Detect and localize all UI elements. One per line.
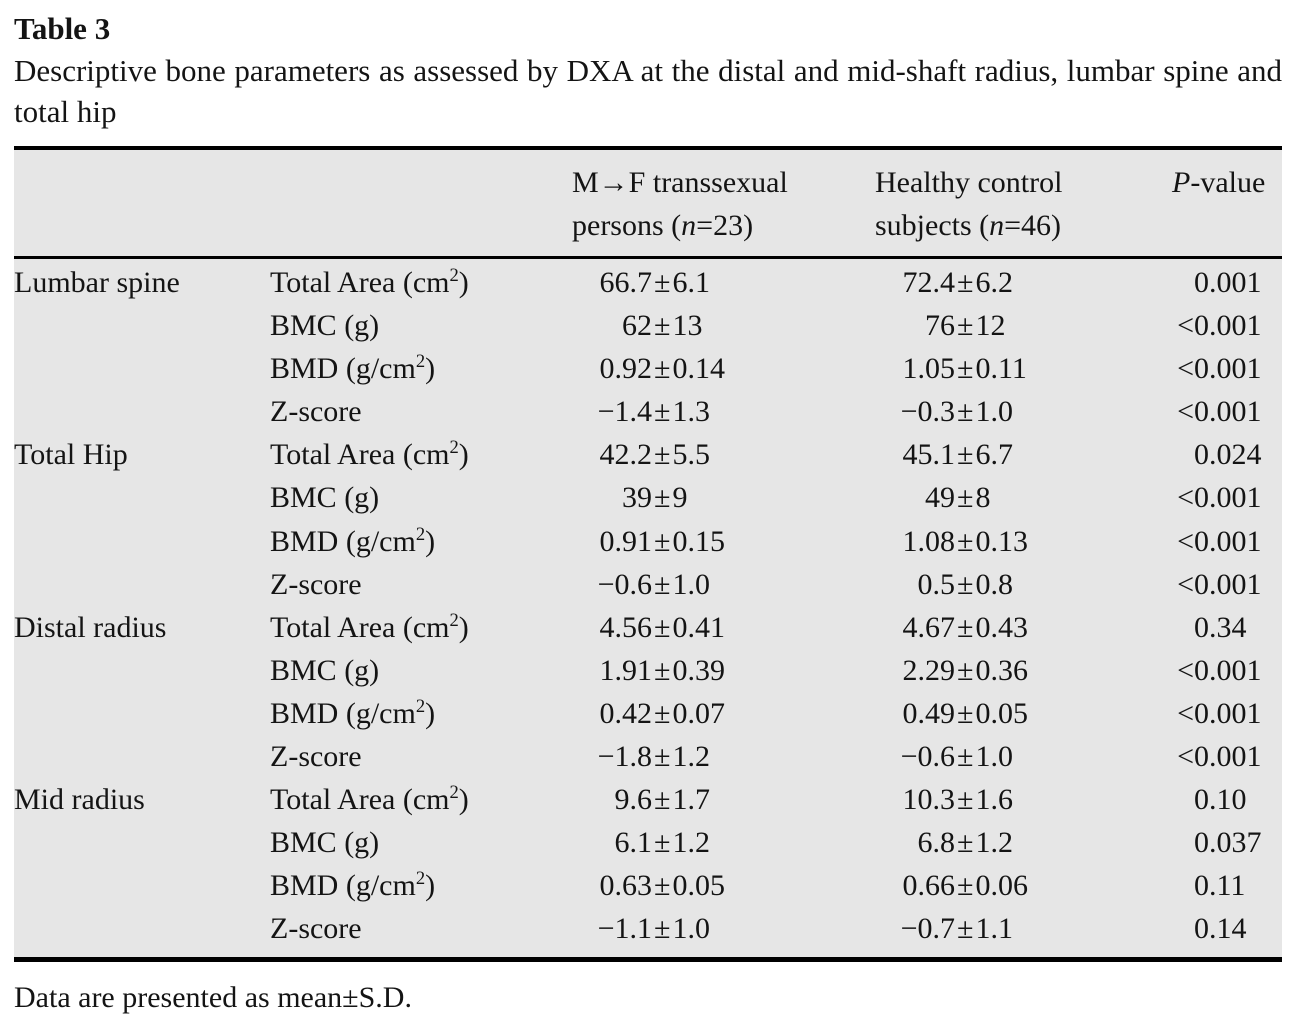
control-value: 49±8 <box>925 481 991 515</box>
control-value: 0.66±0.06 <box>902 869 1028 903</box>
control-value: −0.7±1.1 <box>900 912 1013 946</box>
site-label <box>14 735 270 778</box>
mf-value: −1.1±1.0 <box>597 912 710 946</box>
site-label: Lumbar spine <box>14 266 180 299</box>
parameter-label: Total Area (cm2) <box>270 265 469 299</box>
table-number-title: Table 3 <box>14 11 111 46</box>
data-table: M→F transsexual persons (n=23) Healthy c… <box>14 146 1282 962</box>
control-value: 76±12 <box>925 309 1006 343</box>
header-control-line2: subjects (n=46) <box>875 209 1062 242</box>
mf-value: 0.42±0.07 <box>599 696 725 730</box>
parameter-label: BMD (g/cm2) <box>270 523 436 558</box>
parameter-label: BMC (g) <box>270 309 380 343</box>
mf-value: 6.1±1.2 <box>614 826 710 860</box>
site-label <box>14 563 270 606</box>
site-label <box>14 476 270 519</box>
table-body: Lumbar spine Total Area (cm2) 66.7±6.1 72.4… <box>14 259 1282 957</box>
p-value: <0.001 <box>1177 352 1262 386</box>
p-value: <0.001 <box>1177 740 1262 774</box>
parameter-label: Z-score <box>270 912 362 946</box>
control-value: 10.3±1.6 <box>902 783 1013 817</box>
p-value: <0.001 <box>1177 653 1262 687</box>
table-caption: Descriptive bone parameters as assessed … <box>14 53 1282 129</box>
site-label: Mid radius <box>14 783 145 817</box>
control-value: 72.4±6.2 <box>902 266 1013 299</box>
parameter-label: BMD (g/cm2) <box>270 868 436 903</box>
control-value: 2.29±0.36 <box>902 653 1028 687</box>
mf-value: 66.7±6.1 <box>599 266 710 299</box>
mf-value: 42.2±5.5 <box>599 438 710 472</box>
parameter-label: BMD (g/cm2) <box>270 695 436 730</box>
p-value: 0.10 <box>1194 783 1247 817</box>
header-cell-empty-parameter <box>270 161 572 247</box>
p-value: 0.001 <box>1194 266 1262 299</box>
parameter-label: Total Area (cm2) <box>270 782 469 817</box>
p-value: 0.14 <box>1194 912 1247 946</box>
p-value: 0.037 <box>1194 826 1262 860</box>
parameter-label: BMC (g) <box>270 653 380 687</box>
mf-value: 0.63±0.05 <box>599 869 725 903</box>
site-label <box>14 692 270 735</box>
mf-value: −1.8±1.2 <box>597 740 710 774</box>
site-label <box>14 907 270 950</box>
site-label <box>14 649 270 692</box>
site-label <box>14 864 270 907</box>
header-cell-control-group: Healthy control subjects (n=46) <box>875 161 1160 247</box>
site-label <box>14 821 270 864</box>
p-value: <0.001 <box>1177 567 1262 601</box>
control-value: 1.05±0.11 <box>902 352 1027 386</box>
p-value: <0.001 <box>1177 395 1262 429</box>
p-value: 0.34 <box>1194 610 1247 644</box>
header-control-line1: Healthy control <box>875 166 1063 199</box>
site-label: Total Hip <box>14 438 128 472</box>
mf-value: −0.6±1.0 <box>597 567 710 601</box>
table-footnote: Data are presented as mean±S.D. <box>14 980 412 1014</box>
parameter-label: Z-score <box>270 395 362 429</box>
control-value: 45.1±6.7 <box>902 438 1013 472</box>
p-value: <0.001 <box>1177 481 1262 515</box>
mf-value: 0.92±0.14 <box>599 352 725 386</box>
mf-value: 1.91±0.39 <box>599 653 725 687</box>
control-value: 0.49±0.05 <box>902 696 1028 730</box>
control-value: 0.5±0.8 <box>917 567 1013 601</box>
parameter-label: Total Area (cm2) <box>270 437 469 472</box>
header-mf-line1: M→F transsexual <box>572 166 788 199</box>
parameter-label: BMC (g) <box>270 481 380 515</box>
site-label <box>14 390 270 433</box>
parameter-label: Total Area (cm2) <box>270 609 469 644</box>
p-value: 0.11 <box>1194 869 1246 903</box>
parameter-label: BMC (g) <box>270 826 380 860</box>
p-value: 0.024 <box>1194 438 1262 472</box>
mf-value: 4.56±0.41 <box>599 610 725 644</box>
table-header: M→F transsexual persons (n=23) Healthy c… <box>14 150 1282 259</box>
mf-value: 9.6±1.7 <box>614 783 710 817</box>
p-value: <0.001 <box>1177 309 1262 343</box>
mf-value: 62±13 <box>622 309 703 343</box>
control-value: 1.08±0.13 <box>902 524 1028 558</box>
control-value: 6.8±1.2 <box>917 826 1013 860</box>
mf-value: 0.91±0.15 <box>599 524 725 558</box>
mf-value: 39±9 <box>622 481 688 515</box>
mf-value: −1.4±1.3 <box>597 395 710 429</box>
header-cell-mf-group: M→F transsexual persons (n=23) <box>572 161 875 247</box>
parameter-label: Z-score <box>270 740 362 774</box>
header-mf-line2: persons (n=23) <box>572 209 754 242</box>
parameter-label: BMD (g/cm2) <box>270 351 436 386</box>
parameter-label: Z-score <box>270 567 362 601</box>
control-value: 4.67±0.43 <box>902 610 1028 644</box>
header-cell-empty-site <box>14 161 270 247</box>
p-value: <0.001 <box>1177 696 1262 730</box>
site-label: Distal radius <box>14 610 167 644</box>
site-label <box>14 304 270 347</box>
site-label <box>14 520 270 563</box>
header-cell-pvalue: P-value <box>1172 166 1266 199</box>
control-value: −0.6±1.0 <box>900 740 1013 774</box>
p-value: <0.001 <box>1177 524 1262 558</box>
control-value: −0.3±1.0 <box>900 395 1013 429</box>
site-label <box>14 347 270 390</box>
